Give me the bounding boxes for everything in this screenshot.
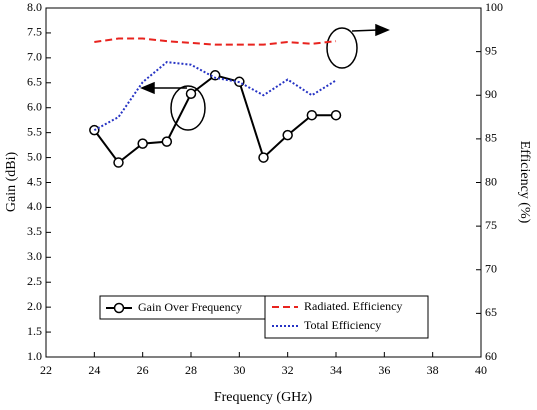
y-tick-label: 1.0 [27, 349, 42, 363]
arrowhead [140, 81, 155, 95]
y-tick-label: 6.5 [27, 75, 42, 89]
y-tick-label: 3.5 [27, 224, 42, 238]
y-tick-label: 2.5 [27, 274, 42, 288]
x-tick-label: 36 [378, 363, 390, 377]
y-tick-label: 7.5 [27, 25, 42, 39]
x-tick-label: 40 [475, 363, 487, 377]
x-axis-label: Frequency (GHz) [214, 390, 313, 405]
y2-tick-label: 70 [485, 262, 497, 276]
point [137, 138, 148, 149]
y2-tick-label: 85 [485, 131, 497, 145]
x-tick-label: 22 [40, 363, 52, 377]
y-axis-label: Gain (dBi) [4, 152, 19, 213]
y2-tick-label: 75 [485, 218, 497, 232]
point [185, 88, 197, 100]
point [258, 152, 269, 163]
y2-tick-label: 60 [485, 349, 497, 363]
y-tick-label: 4.0 [27, 199, 42, 213]
arrow [351, 29, 379, 32]
y-tick-label: 7.0 [27, 50, 42, 64]
x-tick-label: 32 [282, 363, 294, 377]
y-tick-label: 4.5 [27, 174, 42, 188]
y2-tick-label: 90 [485, 87, 497, 101]
point [161, 136, 173, 147]
legend-label: Gain Over Frequency [138, 300, 242, 314]
x-tick-label: 24 [88, 363, 100, 377]
series-line [93, 61, 337, 132]
legend-label: Total Efficiency [304, 318, 381, 332]
ellipse [326, 27, 358, 69]
ellipse [170, 85, 206, 131]
y2-tick-label: 80 [485, 174, 497, 188]
y-tick-label: 5.5 [27, 124, 42, 138]
point [113, 157, 124, 168]
point [282, 129, 293, 141]
annotations [140, 23, 390, 131]
y2-tick-label: 65 [485, 305, 497, 319]
y-tick-label: 6.0 [27, 99, 42, 113]
x-tick-label: 34 [330, 363, 342, 377]
y-tick-label: 5.0 [27, 149, 42, 163]
x-tick-label: 38 [427, 363, 439, 377]
point [209, 70, 221, 81]
y-tick-label: 8.0 [27, 0, 42, 14]
x-tick-label: 26 [137, 363, 149, 377]
point [330, 109, 342, 121]
legend-label: Radiated. Efficiency [304, 299, 402, 313]
x-tick-label: 30 [233, 363, 245, 377]
y2-tick-label: 100 [485, 0, 503, 14]
y-tick-label: 3.0 [27, 249, 42, 263]
arrowhead [375, 23, 390, 37]
legend-marker [113, 302, 125, 314]
x-tick-label: 28 [185, 363, 197, 377]
point [306, 109, 318, 121]
y-tick-label: 2.0 [27, 299, 42, 313]
y-tick-label: 1.5 [27, 324, 42, 338]
y2-tick-label: 95 [485, 43, 497, 57]
legend-box [264, 295, 429, 339]
series-line [94, 37, 337, 46]
y2-axis-label: Efficiency (%) [517, 141, 532, 224]
